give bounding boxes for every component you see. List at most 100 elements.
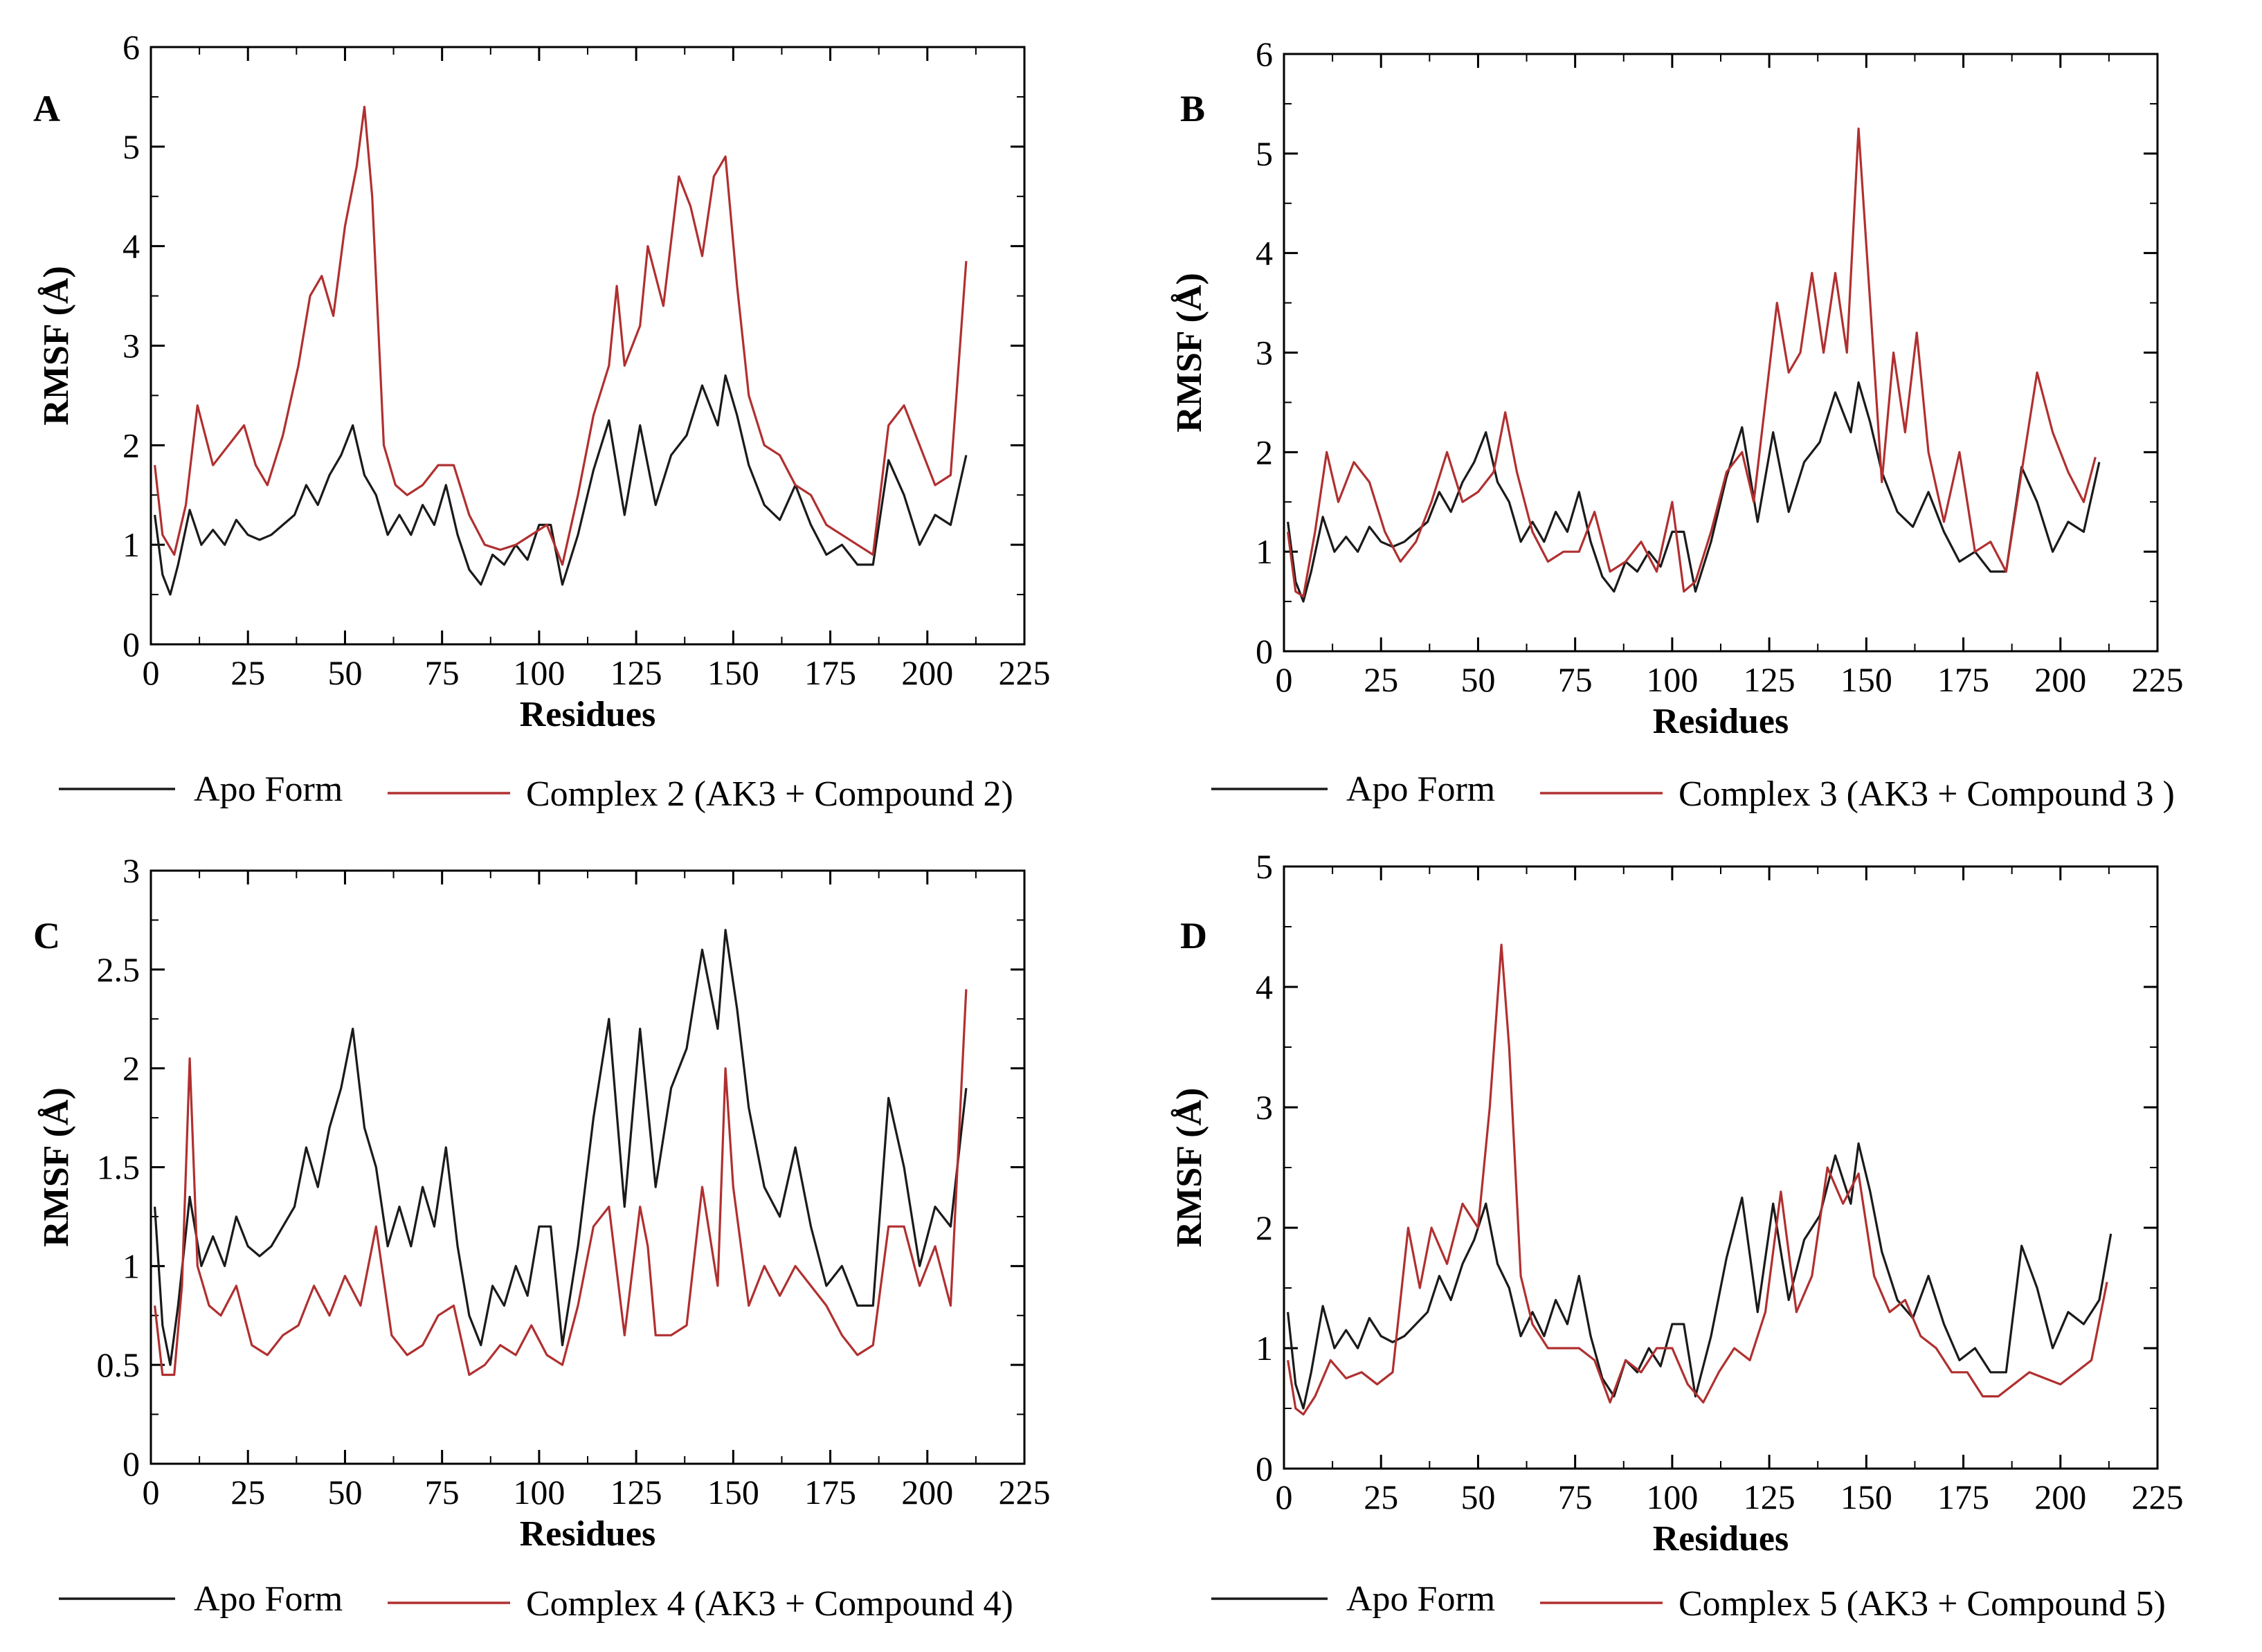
- y-tick-label: 2: [1256, 1208, 1273, 1247]
- legend: Apo Form Complex 4 (AK3 + Compound 4): [59, 1579, 1013, 1624]
- y-tick-label: 1: [123, 525, 140, 564]
- x-tick-label: 150: [1840, 1478, 1892, 1516]
- y-tick-label: 3: [123, 851, 140, 890]
- x-tick-label: 100: [1646, 660, 1698, 699]
- x-tick-label: 200: [901, 1473, 953, 1512]
- y-tick-label: 1: [1256, 532, 1273, 571]
- x-tick-label: 200: [2034, 1478, 2086, 1516]
- series-line-complex: [1287, 127, 2097, 598]
- legend-label-apo: Apo Form: [194, 1579, 343, 1619]
- series-line-apo: [1287, 381, 2101, 603]
- y-tick-label: 5: [1256, 134, 1273, 173]
- y-tick-label: 3: [1256, 334, 1273, 372]
- y-tick-label: 6: [123, 28, 140, 66]
- x-tick-label: 25: [230, 1473, 265, 1512]
- panel-letter: C: [33, 915, 60, 956]
- x-tick-label: 225: [2132, 1478, 2184, 1516]
- x-axis-title: Residues: [520, 695, 655, 734]
- legend-label-apo: Apo Form: [1346, 770, 1495, 809]
- y-tick-label: 4: [1256, 968, 1273, 1006]
- x-axis-title: Residues: [1653, 1519, 1789, 1559]
- plot-frame: [1283, 53, 2159, 653]
- y-tick-label: 2: [123, 1049, 140, 1088]
- legend-label-complex: Complex 3 (AK3 + Compound 3 ): [1679, 774, 2175, 814]
- series-line-apo: [1287, 1142, 2112, 1410]
- y-tick-label: 1: [123, 1246, 140, 1285]
- panel-b: 0 1 2 3 4 5 6 0 25 50 75 100 125 150 175 200 225 Residues…: [1170, 35, 2184, 814]
- x-tick-label: 175: [1937, 1478, 1989, 1516]
- x-tick-label: 225: [999, 1473, 1051, 1512]
- legend: Apo Form Complex 2 (AK3 + Compound 2): [59, 770, 1013, 814]
- plot-frame: [150, 46, 1026, 646]
- x-tick-label: 50: [1460, 1478, 1495, 1516]
- x-tick-label: 25: [230, 653, 265, 692]
- x-tick-label: 100: [513, 653, 565, 692]
- y-tick-label: 1.5: [97, 1148, 141, 1187]
- x-tick-label: 125: [1744, 1478, 1795, 1516]
- x-tick-label: 0: [143, 1473, 160, 1512]
- x-tick-label: 50: [327, 1473, 362, 1512]
- y-tick-label: 5: [123, 127, 140, 166]
- y-tick-label: 0.5: [97, 1345, 141, 1384]
- x-tick-label: 150: [707, 653, 759, 692]
- series-line-apo: [154, 929, 968, 1366]
- x-axis-title: Residues: [1653, 702, 1789, 741]
- y-tick-label: 3: [1256, 1088, 1273, 1127]
- x-tick-label: 175: [1937, 660, 1989, 699]
- x-tick-label: 125: [610, 653, 662, 692]
- x-tick-label: 175: [804, 1473, 856, 1512]
- y-tick-label: 2: [123, 426, 140, 464]
- x-tick-label: 50: [1460, 660, 1495, 699]
- x-tick-label: 75: [1558, 660, 1593, 699]
- x-tick-label: 75: [1558, 1478, 1593, 1516]
- y-tick-label: 2: [1256, 433, 1273, 471]
- legend-label-apo: Apo Form: [194, 770, 343, 809]
- x-tick-label: 200: [2034, 660, 2086, 699]
- legend: Apo Form Complex 5 (AK3 + Compound 5): [1211, 1579, 2166, 1624]
- legend-label-complex: Complex 5 (AK3 + Compound 5): [1679, 1584, 2166, 1624]
- legend: Apo Form Complex 3 (AK3 + Compound 3 ): [1211, 770, 2175, 814]
- y-tick-label: 1: [1256, 1329, 1273, 1368]
- y-axis-title: RMSF (Å): [37, 1087, 76, 1247]
- series-line-complex: [154, 989, 968, 1377]
- series-line-apo: [154, 374, 968, 596]
- series-line-complex: [1287, 943, 2108, 1416]
- x-tick-label: 75: [425, 1473, 460, 1512]
- y-tick-label: 0: [123, 1444, 140, 1483]
- y-tick-label: 5: [1256, 847, 1273, 886]
- x-tick-label: 25: [1364, 660, 1398, 699]
- x-tick-label: 125: [1744, 660, 1795, 699]
- panel-c: 0 0.5 1 1.5 2 2.5 3 0 25 50 75 100 125 150 175 200 225 Re…: [33, 851, 1051, 1624]
- x-tick-label: 225: [2132, 660, 2184, 699]
- x-tick-label: 175: [804, 653, 856, 692]
- x-tick-label: 125: [610, 1473, 662, 1512]
- legend-label-complex: Complex 2 (AK3 + Compound 2): [526, 774, 1013, 814]
- y-tick-label: 0: [1256, 632, 1273, 671]
- plot-frame: [1283, 865, 2159, 1470]
- y-axis-title: RMSF (Å): [1170, 273, 1209, 433]
- y-tick-label: 6: [1256, 35, 1273, 73]
- x-tick-label: 0: [1276, 660, 1293, 699]
- y-tick-label: 4: [1256, 234, 1273, 273]
- y-tick-label: 2.5: [97, 950, 141, 989]
- panel-letter: D: [1180, 915, 1207, 956]
- y-axis-title: RMSF (Å): [1170, 1088, 1209, 1248]
- x-tick-label: 50: [327, 653, 362, 692]
- x-tick-label: 225: [999, 653, 1051, 692]
- x-axis-title: Residues: [520, 1514, 655, 1554]
- legend-label-complex: Complex 4 (AK3 + Compound 4): [526, 1584, 1013, 1624]
- legend-label-apo: Apo Form: [1346, 1579, 1495, 1619]
- x-tick-label: 150: [1840, 660, 1892, 699]
- panel-letter: A: [33, 88, 60, 129]
- x-tick-label: 150: [707, 1473, 759, 1512]
- y-tick-label: 4: [123, 227, 140, 266]
- y-tick-label: 0: [123, 625, 140, 664]
- y-tick-label: 0: [1256, 1449, 1273, 1488]
- series-line-complex: [154, 105, 968, 566]
- x-tick-label: 100: [1646, 1478, 1698, 1516]
- x-tick-label: 25: [1364, 1478, 1398, 1516]
- x-tick-label: 100: [513, 1473, 565, 1512]
- x-tick-label: 200: [901, 653, 953, 692]
